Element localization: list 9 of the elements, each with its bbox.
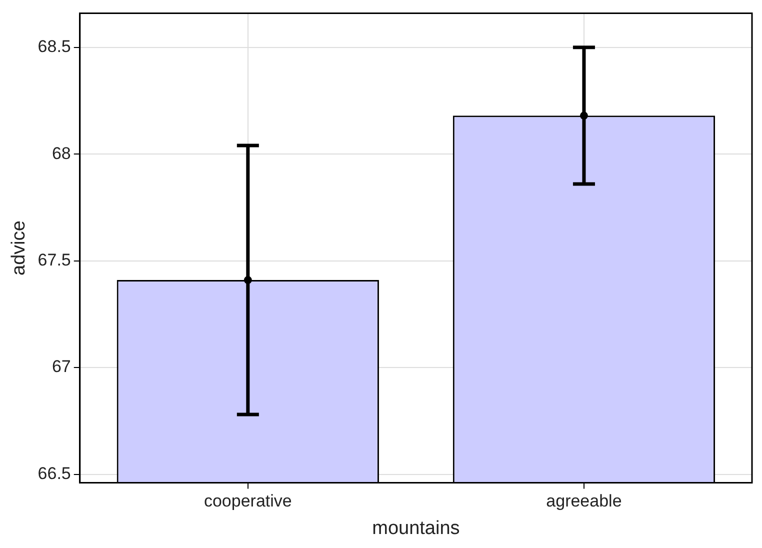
- y-tick-label: 67.5: [38, 250, 71, 270]
- y-tick-label: 67: [52, 357, 71, 376]
- y-axis-title: advice: [8, 220, 30, 276]
- x-axis-title: mountains: [372, 518, 460, 539]
- x-tick-label: agreeable: [546, 492, 622, 511]
- y-tick-label: 68.5: [38, 37, 71, 56]
- x-tick-label: cooperative: [204, 492, 292, 511]
- y-tick-label: 68: [52, 144, 71, 163]
- y-tick-label: 66.5: [38, 464, 71, 483]
